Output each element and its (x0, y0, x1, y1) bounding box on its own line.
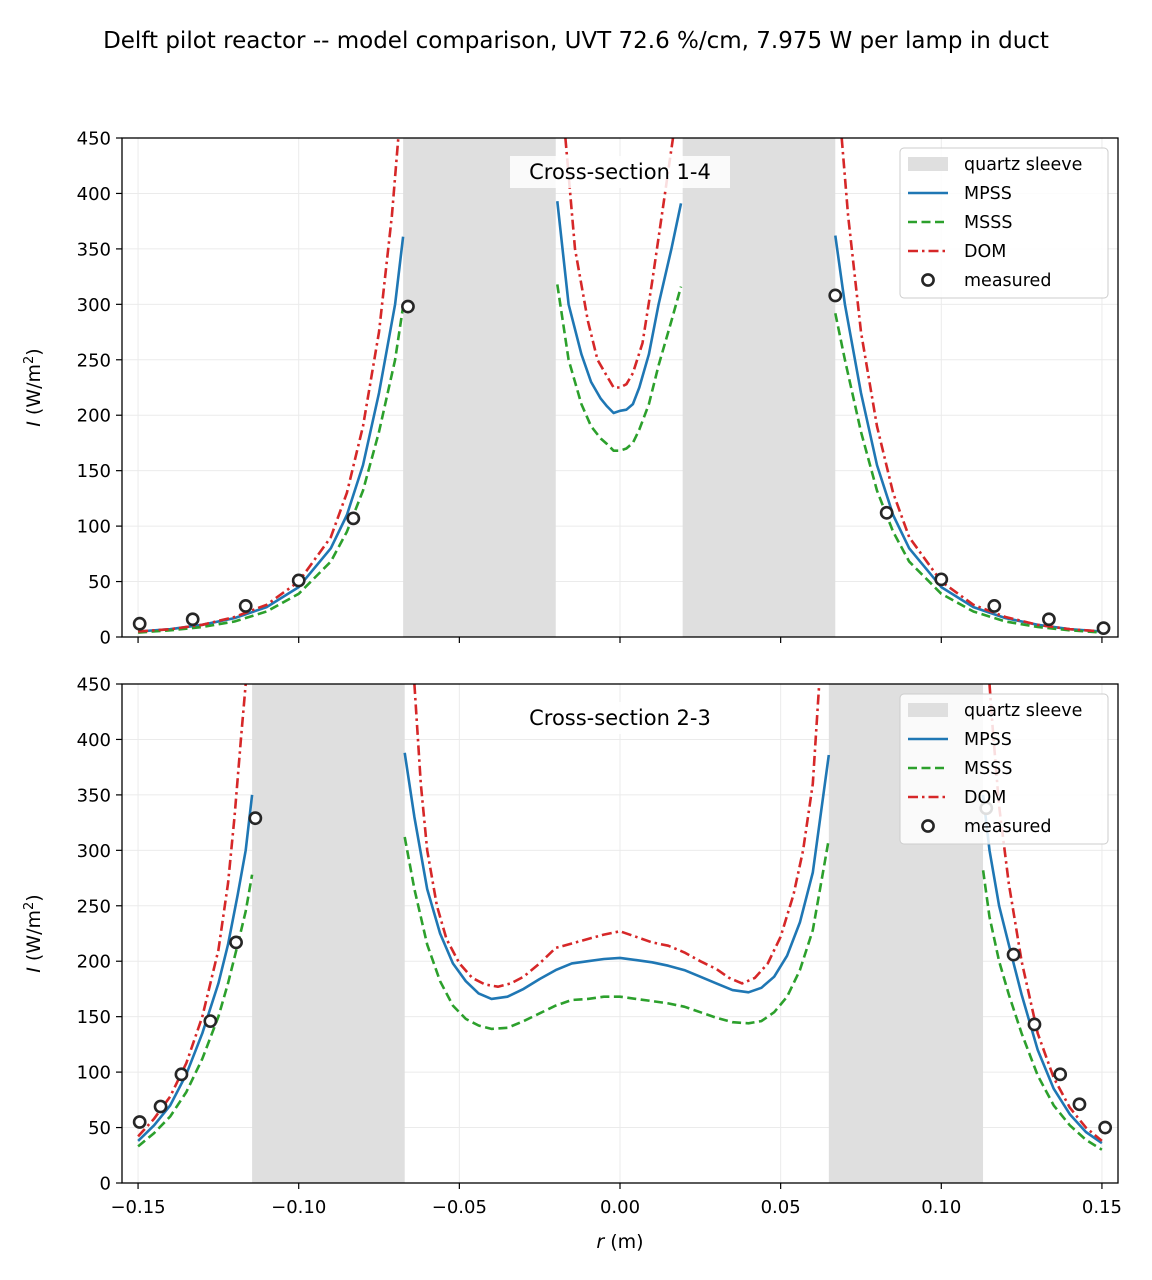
measured-point (153, 1099, 168, 1114)
y-tick-label: 300 (77, 841, 111, 862)
series-line-dom (137, 684, 247, 1138)
y-tick-label: 50 (88, 1118, 111, 1139)
y-tick-label: 350 (77, 785, 111, 806)
y-tick-label: 150 (77, 1007, 111, 1028)
series-line-dom (138, 138, 400, 633)
measured-point (132, 616, 147, 631)
legend-label: MPSS (964, 730, 1012, 750)
series-line-dom (564, 138, 675, 389)
series-line-msss (834, 312, 1102, 634)
y-tick-label: 200 (77, 952, 111, 973)
legend-label: quartz sleeve (964, 155, 1082, 175)
measured-point (132, 1115, 147, 1129)
x-tick-label: 0.05 (761, 1197, 801, 1218)
y-tick-label: 200 (77, 406, 111, 427)
legend-label: measured (964, 817, 1051, 837)
measured-point (934, 572, 949, 587)
panel-title-box (510, 702, 730, 734)
measured-point (229, 935, 243, 950)
measured-point (1027, 1017, 1042, 1032)
y-tick-label: 450 (77, 675, 111, 696)
y-tick-label: 100 (77, 1063, 111, 1084)
y-tick-label: 0 (100, 628, 111, 649)
panel-title-box (510, 156, 730, 188)
legend-box (899, 693, 1109, 845)
series-line-mpss (137, 794, 254, 1142)
series-line-msss (981, 870, 1103, 1151)
legend-label: quartz sleeve (964, 701, 1082, 721)
series-line-mpss (138, 236, 405, 633)
panel-title: Cross-section 2-3 (529, 706, 711, 730)
x-axis-label: r (m) (596, 1231, 643, 1253)
x-tick-label: −0.15 (110, 1197, 165, 1218)
measured-point (1053, 1067, 1068, 1082)
series-line-msss (556, 284, 683, 453)
legend-swatch-quartz-sleeve (908, 157, 948, 171)
series-line-dom (413, 684, 821, 989)
legend-swatch-measured (921, 819, 935, 833)
x-tick-label: 0.10 (921, 1197, 961, 1218)
y-tick-label: 400 (77, 184, 111, 205)
legend-label: DOM (964, 788, 1006, 808)
measured-point (828, 288, 843, 303)
measured-point (346, 511, 361, 526)
x-tick-label: 0.00 (600, 1197, 640, 1218)
measured-point (1072, 1097, 1087, 1112)
series-line-msss (403, 836, 831, 1031)
measured-point (1042, 612, 1056, 627)
measured-point (987, 599, 1002, 613)
y-axis-label: I (W/m2) (22, 348, 46, 426)
y-tick-label: 450 (77, 129, 111, 150)
series-line-dom (840, 138, 1102, 633)
x-tick-label: −0.10 (271, 1197, 326, 1218)
measured-point (238, 599, 253, 613)
legend-label: measured (964, 271, 1051, 291)
y-tick-label: 50 (88, 572, 111, 593)
legend-swatch-quartz-sleeve (908, 703, 948, 717)
y-tick-label: 250 (77, 896, 111, 917)
measured-point (879, 505, 894, 520)
panel-cross-section-1-4: 0 50 100 150 200 250 300 350 400 450 I (W/m2) Cross… (22, 129, 1119, 649)
measured-point (248, 811, 263, 826)
measured-point (1096, 621, 1111, 636)
measured-point (401, 299, 415, 314)
y-tick-label: 350 (77, 239, 111, 260)
measured-point (203, 1014, 218, 1029)
measured-point (291, 573, 306, 588)
measured-point (185, 612, 200, 627)
quartz-sleeve-region (252, 684, 405, 1183)
y-tick-label: 150 (77, 461, 111, 482)
x-tick-label: 0.15 (1082, 1197, 1122, 1218)
plot-area (138, 138, 1102, 634)
series-line-mpss (556, 201, 683, 415)
x-tick-label: −0.05 (432, 1197, 487, 1218)
figure-title: Delft pilot reactor -- model comparison,… (103, 28, 1049, 54)
measured-point (1006, 947, 1021, 962)
y-tick-label: 100 (77, 517, 111, 538)
legend-label: MPSS (964, 184, 1012, 204)
series-line-mpss (403, 752, 831, 1001)
y-tick-label: 250 (77, 350, 111, 371)
series-line-msss (138, 306, 405, 634)
series-line-msss (137, 874, 254, 1148)
quartz-sleeve-region (682, 138, 836, 637)
y-tick-label: 0 (100, 1174, 111, 1195)
panel-title: Cross-section 1-4 (529, 160, 711, 184)
panel-cross-section-2-3: −0.15 −0.10 −0.05 0.00 0.05 0.10 0.15 0 50 100 150… (22, 675, 1122, 1254)
legend-swatch-measured (921, 273, 935, 287)
legend-label: DOM (964, 242, 1006, 262)
measured-point (174, 1067, 189, 1082)
quartz-sleeve-region (403, 138, 556, 637)
legend-box (899, 147, 1109, 299)
y-tick-label: 300 (77, 295, 111, 316)
measured-point (1098, 1120, 1113, 1135)
y-tick-label: 400 (77, 730, 111, 751)
y-axis-label: I (W/m2) (22, 894, 46, 972)
legend-label: MSSS (964, 759, 1012, 779)
legend-label: MSSS (964, 213, 1012, 233)
series-line-mpss (834, 235, 1102, 633)
